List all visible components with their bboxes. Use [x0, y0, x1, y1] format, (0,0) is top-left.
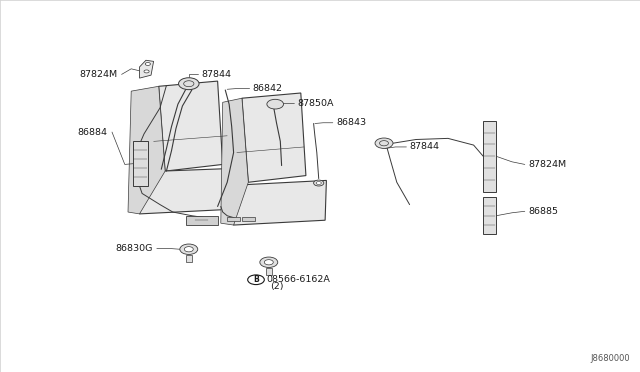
Bar — [186, 255, 192, 262]
Circle shape — [264, 260, 273, 265]
Text: 87844: 87844 — [410, 142, 440, 151]
Text: 87844: 87844 — [202, 70, 232, 79]
Text: B: B — [253, 275, 259, 284]
Text: 86885: 86885 — [528, 207, 558, 216]
Text: 08566-6162A: 08566-6162A — [266, 275, 330, 284]
Circle shape — [260, 257, 278, 267]
Text: 87824M: 87824M — [79, 70, 117, 79]
Polygon shape — [221, 98, 248, 225]
Text: 87824M: 87824M — [528, 160, 566, 169]
Polygon shape — [140, 60, 154, 78]
Bar — [186, 216, 218, 225]
Text: 86830G: 86830G — [115, 244, 152, 253]
Text: 86884: 86884 — [77, 128, 108, 137]
Bar — [133, 141, 148, 186]
Polygon shape — [234, 180, 326, 225]
Bar — [483, 197, 496, 234]
Text: 86843: 86843 — [336, 118, 366, 127]
Bar — [266, 268, 272, 275]
Circle shape — [380, 141, 388, 146]
Circle shape — [180, 244, 198, 254]
Polygon shape — [128, 86, 165, 214]
Circle shape — [267, 99, 284, 109]
Polygon shape — [242, 93, 306, 182]
Polygon shape — [140, 168, 240, 214]
Circle shape — [184, 247, 193, 252]
Circle shape — [179, 78, 199, 90]
Text: 87850A: 87850A — [298, 99, 334, 108]
Circle shape — [145, 62, 150, 65]
Text: J8680000: J8680000 — [591, 354, 630, 363]
Circle shape — [316, 182, 321, 185]
Bar — [483, 121, 496, 192]
Circle shape — [375, 138, 393, 148]
Bar — [242, 217, 255, 221]
Polygon shape — [159, 81, 223, 171]
Circle shape — [184, 81, 194, 87]
Bar — [227, 217, 240, 221]
Text: (2): (2) — [270, 282, 284, 291]
Circle shape — [144, 70, 149, 73]
Text: 86842: 86842 — [253, 84, 283, 93]
Circle shape — [314, 180, 324, 186]
